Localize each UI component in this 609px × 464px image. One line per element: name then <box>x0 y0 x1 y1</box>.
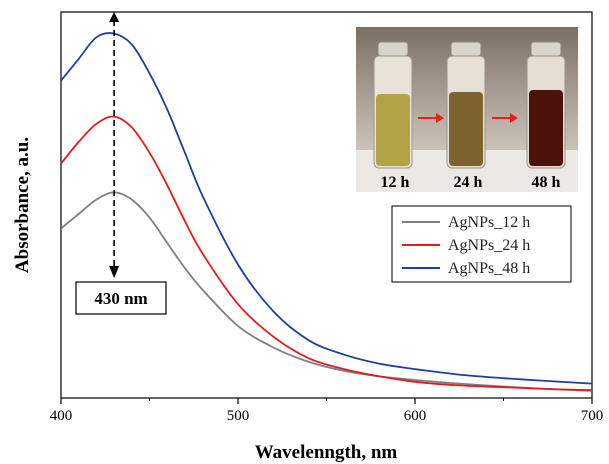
peak-label: 430 nm <box>94 289 147 308</box>
inset-arrow-1 <box>418 113 444 123</box>
x-tick-label-700: 700 <box>581 408 604 424</box>
inset-arrow-2 <box>492 113 518 123</box>
peak-label-box <box>75 281 167 315</box>
vial-label-24h: 24 h <box>454 174 483 191</box>
x-tick-label-500: 500 <box>227 408 250 424</box>
vial-label-12h: 12 h <box>381 174 410 191</box>
legend-label-24h: AgNPs_24 h <box>448 237 530 254</box>
peak-arrow-bottom <box>109 266 120 278</box>
vial-48h <box>526 41 566 169</box>
y-axis-title: Absorbance, a.u. <box>12 137 33 273</box>
series-line-24h <box>61 115 592 391</box>
x-axis-title: Wavelenngth, nm <box>255 442 398 463</box>
x-tick-label-600: 600 <box>404 408 427 424</box>
vial-12h <box>373 41 413 169</box>
vial-label-48h: 48 h <box>532 174 561 191</box>
legend-label-48h: AgNPs_48 h <box>448 260 530 277</box>
x-tick-label-400: 400 <box>50 408 73 424</box>
inset-photo: 12 h 24 h 48 h <box>356 27 578 192</box>
legend-label-12h: AgNPs_12 h <box>448 214 530 231</box>
peak-arrow-top <box>109 12 120 22</box>
vial-24h <box>446 41 486 169</box>
x-axis-ticks: 400 500 600 700 <box>50 398 604 424</box>
legend: AgNPs_12 h AgNPs_24 h AgNPs_48 h <box>391 205 572 283</box>
legend-box <box>391 205 572 283</box>
